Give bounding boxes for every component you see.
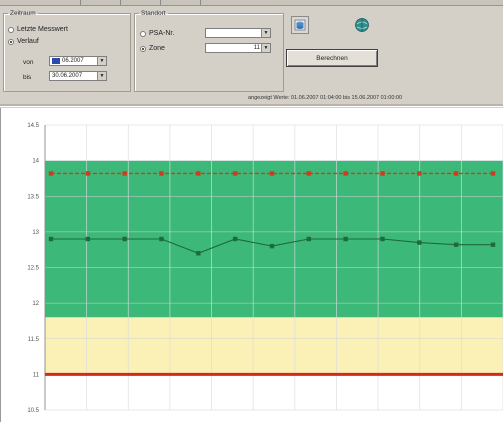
data-point [48,236,54,242]
zeitraum-group: Zeitraum [3,10,131,92]
globe-button[interactable] [353,16,371,34]
data-point [122,171,127,176]
data-point [343,171,348,176]
y-tick-label: 13.5 [27,194,39,200]
data-point [269,243,275,249]
radio-latest-indicator[interactable] [8,26,14,33]
tab[interactable] [80,0,121,5]
chevron-down-icon[interactable]: ▼ [261,44,270,52]
radio-zone-indicator[interactable] [140,45,146,52]
y-tick-label: 12 [32,301,39,307]
band [45,317,503,375]
standort-group: Standort [134,10,284,92]
data-point [232,236,238,242]
y-tick-label: 10.5 [27,408,39,414]
tab[interactable] [120,0,161,5]
psa-select[interactable]: ▼ [205,28,271,38]
data-point [343,236,348,242]
data-point [196,171,201,176]
radio-zone-label: Zone [149,45,165,52]
data-point [48,171,54,176]
radio-psa[interactable]: PSA-Nr. [140,30,174,37]
data-point [159,171,164,176]
standort-title: Standort [141,10,166,17]
data-point [159,236,164,242]
chevron-down-icon[interactable]: ▼ [261,29,270,37]
data-point [453,242,459,247]
database-icon [294,19,306,31]
radio-psa-indicator[interactable] [140,30,146,37]
tab[interactable] [40,0,81,5]
bis-date-field[interactable]: 30.06.2007 ▼ [49,71,107,81]
data-point [269,171,275,176]
von-date-value: 06.2007 [62,58,84,64]
info-text: angezeigt Werte: 01.06.2007 01:04:00 bis… [248,95,403,101]
y-tick-label: 14 [32,159,39,165]
berechnen-button[interactable]: Berechnen [286,49,378,67]
zone-value: 11 [253,45,260,51]
y-tick-label: 13 [32,230,39,236]
tab-strip [0,0,503,6]
chart: 14.5 14 13.5 13 12.5 12 11.5 11 10.5 [27,123,503,414]
bis-label: bis [23,74,32,81]
radio-verlauf[interactable]: Verlauf [8,38,39,45]
data-point [490,242,496,247]
zone-select[interactable]: 11 ▼ [205,43,271,53]
data-point [85,171,91,176]
data-point [306,171,312,176]
data-point [417,240,422,245]
zeitraum-title: Zeitraum [10,10,36,17]
data-point [306,236,312,242]
von-date-field[interactable]: 06.2007 ▼ [49,56,107,66]
data-point [122,236,127,242]
tab[interactable] [160,0,201,5]
chart-panel: 14.5 14 13.5 13 12.5 12 11.5 11 10.5 [0,108,503,422]
radio-zone[interactable]: Zone [140,45,165,52]
data-point [380,236,385,242]
data-point [196,251,201,256]
radio-verlauf-indicator[interactable] [8,38,14,45]
y-tick-label: 11 [33,372,40,378]
radio-latest[interactable]: Letzte Messwert [8,26,68,33]
chevron-down-icon[interactable]: ▼ [97,57,106,65]
data-point [417,171,422,176]
bis-date-value: 30.06.2007 [52,73,83,79]
database-button[interactable] [291,16,309,34]
date-selection-marker [52,58,60,64]
divider [0,104,503,107]
data-point [453,171,459,176]
y-tick-label: 11.5 [28,337,40,343]
von-label: von [23,59,34,66]
y-tick-label: 14.5 [27,123,39,129]
data-point [380,171,385,176]
data-point [490,171,496,176]
radio-verlauf-label: Verlauf [17,38,39,45]
radio-latest-label: Letzte Messwert [17,26,68,33]
chevron-down-icon[interactable]: ▼ [97,72,106,80]
data-point [232,171,238,176]
y-tick-label: 12.5 [27,266,39,272]
data-point [85,236,91,242]
globe-icon [355,18,369,32]
radio-psa-label: PSA-Nr. [149,30,175,37]
